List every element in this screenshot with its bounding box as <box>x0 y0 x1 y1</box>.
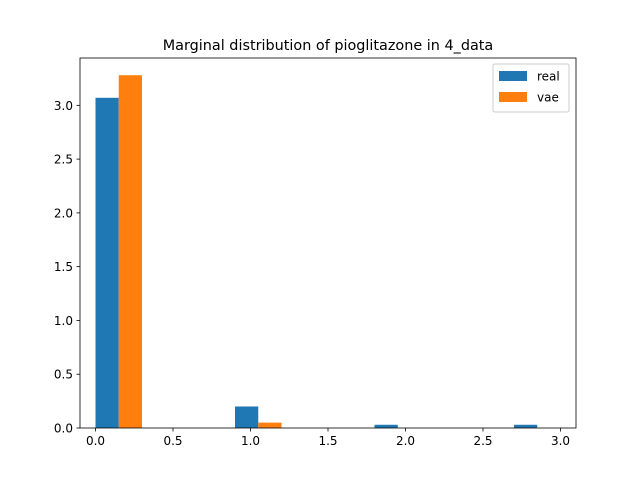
legend: real vae <box>492 63 570 113</box>
x-axis: 0.0 0.5 1.0 1.5 2.0 2.5 3.0 <box>86 428 570 448</box>
legend-swatch-vae <box>499 92 527 102</box>
legend-swatch-real <box>499 71 527 81</box>
x-tick-label: 1.5 <box>318 434 337 448</box>
bars-layer <box>95 75 538 429</box>
bar-real-2 <box>374 424 398 428</box>
y-tick-label: 2.0 <box>54 206 73 220</box>
y-tick-label: 1.5 <box>54 260 73 274</box>
x-tick-label: 0.5 <box>163 434 182 448</box>
y-tick-label: 1.0 <box>54 314 73 328</box>
x-tick-label: 3.0 <box>551 434 570 448</box>
bar-real-1 <box>235 406 259 428</box>
bar-real-0 <box>95 97 119 428</box>
x-tick-label: 0.0 <box>86 434 105 448</box>
y-tick-label: 3.0 <box>54 99 73 113</box>
y-tick-label: 2.5 <box>54 153 73 167</box>
x-tick-label: 2.0 <box>396 434 415 448</box>
bar-vae-0 <box>118 75 142 429</box>
x-tick-label: 1.0 <box>241 434 260 448</box>
legend-label-real: real <box>537 70 560 84</box>
y-tick-label: 0.0 <box>54 422 73 436</box>
y-tick-label: 0.5 <box>54 368 73 382</box>
x-tick-label: 2.5 <box>473 434 492 448</box>
legend-label-vae: vae <box>537 91 559 105</box>
bar-real-3 <box>514 424 538 428</box>
chart-title: Marginal distribution of pioglitazone in… <box>163 38 493 54</box>
bar-vae-1 <box>258 422 282 428</box>
y-axis: 0.0 0.5 1.0 1.5 2.0 2.5 3.0 <box>54 99 80 436</box>
plot-frame <box>79 57 577 429</box>
